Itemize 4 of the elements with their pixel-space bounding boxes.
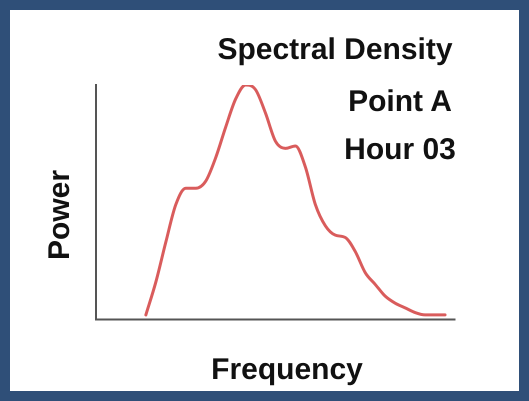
text: Point A Hour 03	[344, 85, 456, 167]
y-axis-title: Power	[43, 170, 77, 260]
x-axis-title: Frequency	[211, 353, 363, 387]
chart-title: Spectral Density	[217, 33, 453, 67]
